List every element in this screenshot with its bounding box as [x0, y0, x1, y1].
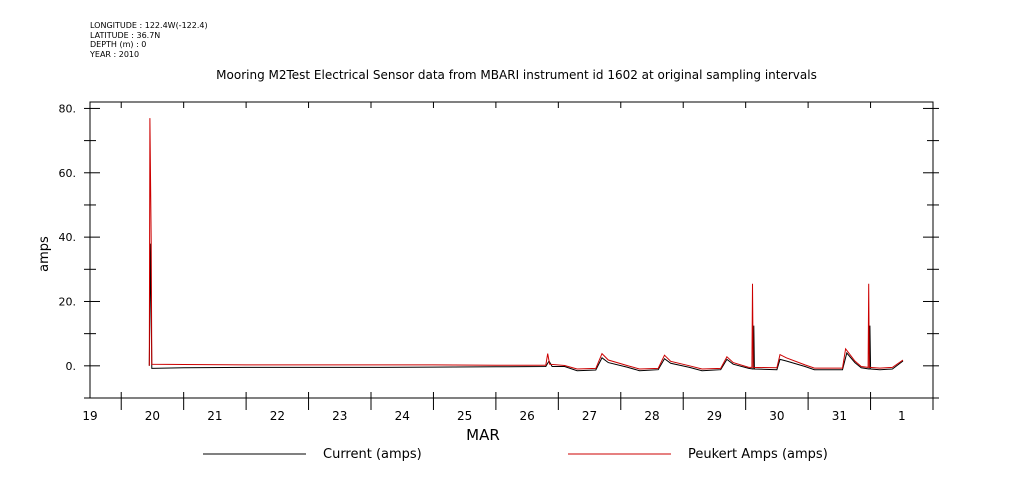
x-tick-label: 24 [395, 409, 410, 423]
series-layer [148, 118, 904, 372]
chart-axes: 0. 20. 40. 60. 80. amps 19 20 21 22 23 24 25 26 27 28 29… [37, 101, 939, 444]
legend-label-current: Current (amps) [323, 447, 422, 462]
y-tick-label: 60. [59, 167, 77, 180]
x-tick-label: 21 [207, 409, 222, 423]
x-tick-label: 20 [145, 409, 160, 423]
x-tick-label: 26 [519, 409, 534, 423]
x-tick-label: 22 [270, 409, 285, 423]
x-axis-label: MAR [466, 426, 500, 444]
series-line-current [148, 243, 904, 372]
x-tick-label: 1 [898, 409, 906, 423]
x-tick-label: 27 [582, 409, 597, 423]
meta-year: YEAR : 2010 [90, 49, 140, 59]
x-tick-label: 25 [457, 409, 472, 423]
y-tick-label: 20. [59, 295, 77, 308]
y-tick-label: 40. [59, 231, 77, 244]
x-tick-label: 31 [832, 409, 847, 423]
legend-label-peukert: Peukert Amps (amps) [688, 447, 828, 462]
metadata-block: LONGITUDE : 122.4W(-122.4) LATITUDE : 36… [90, 21, 208, 59]
chart-title: Mooring M2Test Electrical Sensor data fr… [216, 68, 817, 82]
meta-latitude: LATITUDE : 36.7N [90, 30, 161, 40]
y-tick-label: 0. [66, 360, 77, 373]
x-tick-label: 28 [644, 409, 659, 423]
series-line-peukert [148, 118, 904, 370]
x-tick-label: 29 [707, 409, 722, 423]
x-tick-label: 19 [82, 409, 97, 423]
x-tick-label: 30 [769, 409, 784, 423]
y-axis-label: amps [37, 236, 52, 272]
x-tick-label: 23 [332, 409, 347, 423]
plot-frame [89, 101, 934, 399]
meta-longitude: LONGITUDE : 122.4W(-122.4) [90, 21, 208, 30]
y-tick-label: 80. [59, 102, 77, 115]
meta-depth: DEPTH (m) : 0 [90, 40, 147, 49]
